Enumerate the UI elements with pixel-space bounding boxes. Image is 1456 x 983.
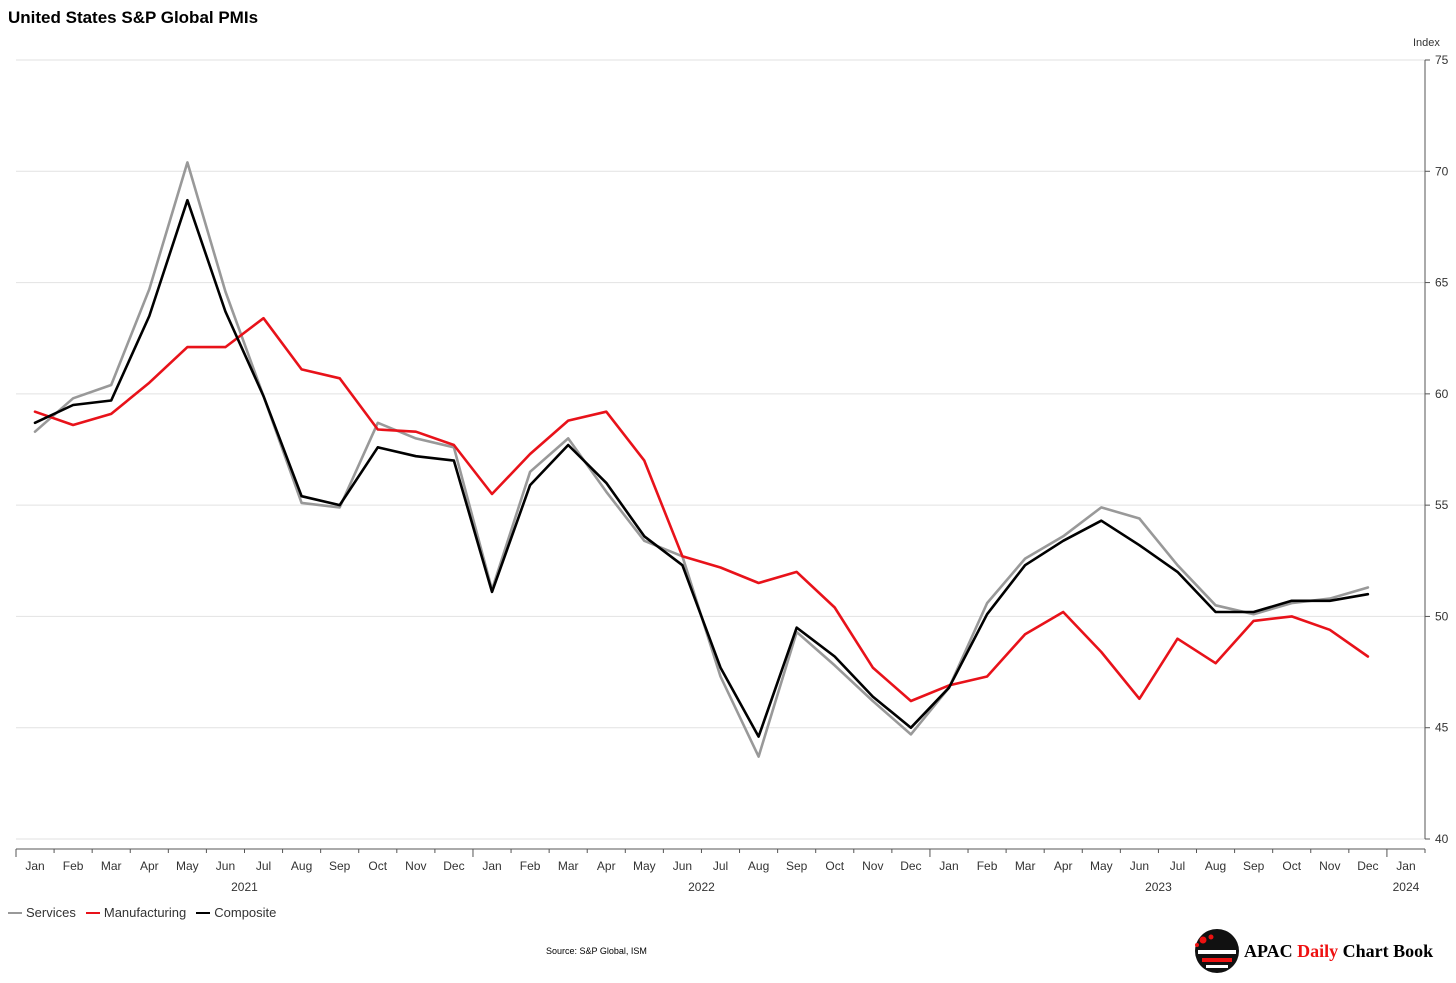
x-tick-label: Jul [1170, 859, 1185, 873]
x-tick-label: Aug [291, 859, 312, 873]
legend-swatch-manufacturing [85, 911, 100, 914]
legend-label-manufacturing: Manufacturing [103, 905, 187, 920]
x-tick-label: Jun [673, 859, 692, 873]
series-line-composite [33, 198, 1370, 738]
x-tick-label: Jul [713, 859, 728, 873]
brand-logo: APAC Daily Chart Book [1194, 928, 1433, 974]
x-tick-label: Aug [1205, 859, 1226, 873]
gridlines [16, 59, 1425, 840]
x-tick-label: Apr [1054, 859, 1073, 873]
year-label-2022: 2022 [688, 880, 715, 894]
x-tick-label: Jan [939, 859, 958, 873]
x-tick-label: Oct [1282, 859, 1301, 873]
legend: Services Manufacturing Composite [8, 905, 276, 920]
y-tick-label-40: 40 [1435, 832, 1449, 846]
x-tick-label: Feb [520, 859, 541, 873]
brand-text-part1: APAC [1244, 940, 1298, 961]
year-label-2023: 2023 [1145, 880, 1172, 894]
x-tick-label: Dec [443, 859, 464, 873]
source-note: Source: S&P Global, ISM [546, 946, 647, 956]
x-tick-label: Feb [977, 859, 998, 873]
series-line-services [33, 161, 1370, 758]
brand-text: APAC Daily Chart Book [1244, 941, 1433, 962]
x-tick-label: Jan [25, 859, 44, 873]
x-tick-label: Nov [862, 859, 883, 873]
brand-text-part2: Daily [1297, 940, 1339, 961]
x-tick-label: May [633, 859, 656, 873]
legend-item-manufacturing: Manufacturing [85, 905, 187, 920]
x-tick-label: May [1090, 859, 1113, 873]
x-axis: Jan Feb Mar Apr May Jun Jul Aug Sep Oct Nov Dec Jan F… [15, 848, 1426, 894]
x-tick-label: Jul [256, 859, 271, 873]
x-tick-label: Sep [329, 859, 351, 873]
legend-label-services: Services [26, 905, 76, 920]
x-tick-label: Jan [482, 859, 501, 873]
series-lines [33, 161, 1370, 758]
y-tick-label-75: 75 [1435, 53, 1449, 67]
chart-plot: 40 45 50 55 60 65 70 75 Index Jan Feb Mar Apr May Jun… [15, 37, 1449, 894]
x-tick-label: Mar [101, 859, 122, 873]
brand-icon [1195, 929, 1239, 973]
x-tick-label: Sep [1243, 859, 1265, 873]
legend-item-composite: Composite [196, 905, 276, 920]
chart-title: United States S&P Global PMIs [8, 8, 259, 27]
legend-item-services: Services [8, 905, 76, 920]
x-tick-label: Nov [405, 859, 426, 873]
y-tick-label-55: 55 [1435, 498, 1449, 512]
x-tick-label: Mar [1015, 859, 1036, 873]
legend-swatch-composite [196, 911, 211, 914]
y-tick-label-65: 65 [1435, 276, 1449, 290]
legend-swatch-services [8, 911, 22, 914]
x-tick-label: Nov [1319, 859, 1340, 873]
year-label-2024: 2024 [1393, 880, 1420, 894]
x-tick-label: Mar [558, 859, 579, 873]
x-tick-label: Aug [748, 859, 769, 873]
x-tick-label: Oct [825, 859, 844, 873]
legend-label-composite: Composite [214, 905, 277, 920]
y-tick-label-70: 70 [1435, 164, 1449, 178]
x-tick-label: Apr [140, 859, 159, 873]
x-tick-label: Dec [900, 859, 921, 873]
x-tick-label: Jun [216, 859, 235, 873]
year-label-2021: 2021 [231, 880, 258, 894]
x-tick-label: Sep [786, 859, 808, 873]
y-axis-label: Index [1413, 37, 1440, 49]
x-tick-label: Apr [597, 859, 616, 873]
y-axis: 40 45 50 55 60 65 70 75 Index [1413, 37, 1449, 846]
x-tick-label: Oct [368, 859, 387, 873]
brand-text-part3: Chart Book [1338, 940, 1434, 961]
series-line-manufacturing [33, 316, 1370, 703]
y-tick-label-45: 45 [1435, 721, 1449, 735]
x-tick-label: Jun [1130, 859, 1149, 873]
x-tick-label: Feb [63, 859, 84, 873]
y-tick-label-60: 60 [1435, 387, 1449, 401]
x-tick-label: Dec [1357, 859, 1378, 873]
y-tick-label-50: 50 [1435, 609, 1449, 623]
x-tick-label: Jan [1396, 859, 1415, 873]
x-tick-label: May [176, 859, 199, 873]
